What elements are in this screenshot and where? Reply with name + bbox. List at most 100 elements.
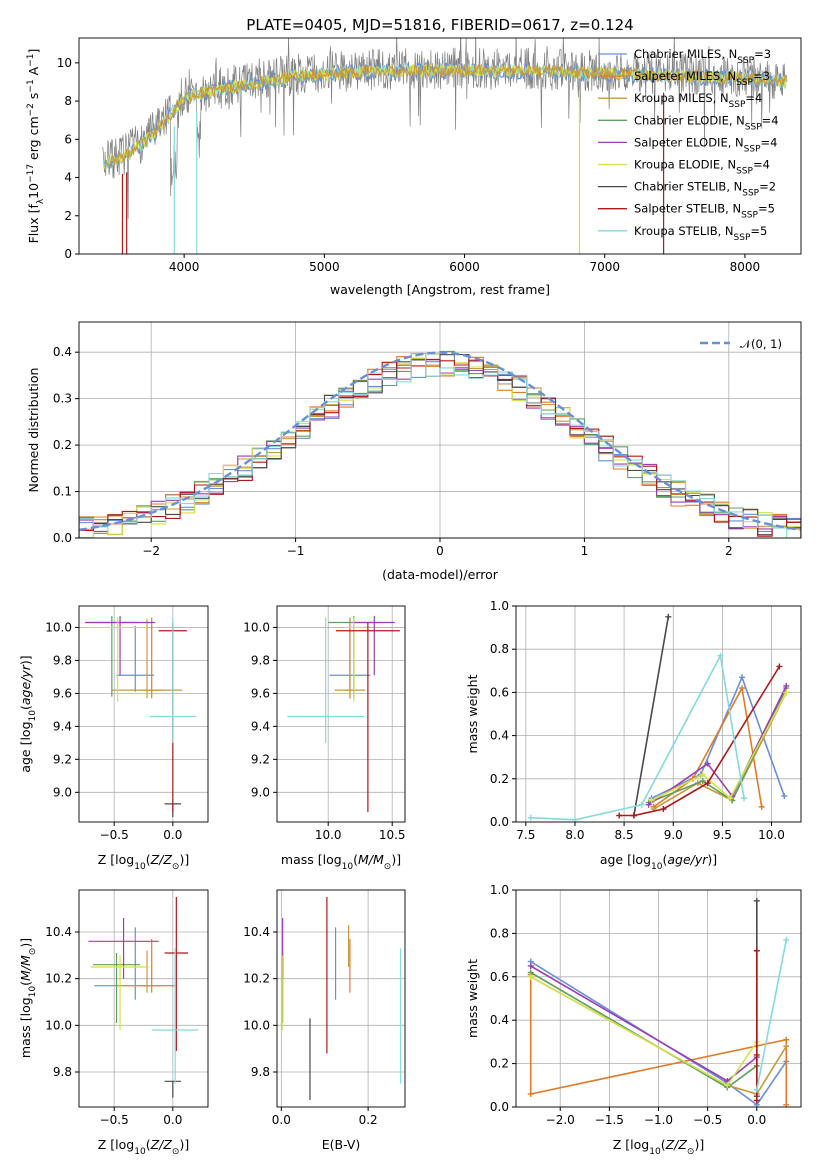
weight-point — [645, 801, 652, 808]
y-axis-label: mass weight — [465, 674, 480, 753]
weight-point — [739, 674, 746, 681]
x-tick-label: −2.0 — [546, 1113, 575, 1127]
axes-frame — [276, 889, 406, 1108]
y-tick-label: 10.4 — [45, 925, 72, 939]
errorbar-point — [116, 625, 155, 692]
weight-point — [753, 897, 760, 904]
x-tick-label: 0.0 — [272, 1113, 291, 1127]
x-tick-label: 4000 — [169, 260, 200, 274]
axes-frame — [78, 889, 209, 1108]
y-axis-label: age [log10(age/yr)] — [18, 655, 38, 772]
axes-ebv-mass: 0.0 0.2 9.8 10.0 10.2 10.4 — [243, 889, 406, 1127]
x-tick-label: 0.0 — [163, 1113, 182, 1127]
y-tick-label: 0.6 — [490, 685, 509, 699]
weight-point — [783, 689, 790, 696]
weight-point — [783, 1036, 790, 1043]
errorbar-point — [335, 622, 400, 813]
weight-point — [527, 962, 534, 969]
y-tick-label: 10.4 — [243, 925, 270, 939]
weight-line — [648, 685, 788, 806]
weight-point — [783, 1043, 790, 1050]
y-tick-label: 9.2 — [53, 752, 72, 766]
weight-line — [633, 616, 670, 816]
errorbar-point — [88, 617, 148, 702]
errorbar-point — [151, 948, 199, 1084]
y-tick-label: 10.0 — [45, 620, 72, 634]
x-tick-label: 8.5 — [615, 828, 634, 842]
y-tick-label: 0 — [64, 247, 72, 261]
y-tick-label: 9.0 — [251, 785, 270, 799]
y-tick-label: 0.3 — [53, 392, 72, 406]
y-tick-label: 0.0 — [490, 1100, 509, 1114]
errorbar-point — [84, 615, 156, 676]
weight-point — [724, 1082, 731, 1089]
legend: Chabrier MILES, NSSP=3 Salpeter MILES, NS… — [598, 47, 779, 243]
axes-frame — [515, 889, 802, 1108]
legend-label: Salpeter ELODIE, NSSP=4 — [634, 135, 777, 154]
y-tick-label: 10.2 — [45, 972, 72, 986]
x-tick-label: −0.5 — [100, 1113, 129, 1127]
axes-mass-age: 10.0 10.5 9.0 9.2 9.4 9.6 9.8 10.0 — [27, 605, 406, 842]
axes-z-mass: −0.5 0.0 9.8 10.0 10.2 10.4 — [45, 889, 209, 1127]
y-tick-label: 9.8 — [53, 1065, 72, 1079]
x-tick-label: 2 — [725, 544, 733, 558]
axes-frame — [78, 37, 802, 255]
x-tick-label: 10.0 — [758, 828, 785, 842]
plot-area-age-weight — [527, 613, 790, 822]
y-tick-label: 2 — [64, 209, 72, 223]
errorbar-point — [344, 617, 363, 702]
errorbar-point — [117, 950, 177, 993]
errorbar-point — [149, 617, 197, 743]
weight-point — [527, 1090, 534, 1097]
weight-point — [527, 973, 534, 980]
weight-line — [529, 974, 788, 1105]
plot-area-mass-age — [27, 615, 400, 817]
weight-line — [653, 692, 788, 810]
legend-label: Kroupa ELODIE, NSSP=4 — [634, 158, 770, 177]
y-tick-label: 9.4 — [53, 719, 72, 733]
x-tick-label: 9.5 — [713, 828, 732, 842]
errorbar-point — [287, 617, 365, 743]
x-tick-label: 9.0 — [664, 828, 683, 842]
y-tick-label: 0.2 — [490, 1057, 509, 1071]
weight-line — [651, 692, 788, 802]
x-tick-label: −1.0 — [644, 1113, 673, 1127]
weight-point — [783, 682, 790, 689]
y-tick-label: 0.8 — [490, 926, 509, 940]
x-tick-label: 0.2 — [359, 1113, 378, 1127]
errorbar-point — [164, 1080, 182, 1098]
axes-frame — [276, 605, 406, 823]
y-tick-label: 9.8 — [251, 1065, 270, 1079]
plot-area-z-mass — [88, 897, 199, 1098]
weight-point — [638, 801, 645, 808]
errorbar-point — [111, 619, 183, 699]
weight-point — [527, 814, 534, 821]
y-axis-label: mass [log10(M/M⊙)] — [18, 938, 38, 1058]
errorbar-point — [27, 804, 91, 817]
x-tick-label: 5000 — [309, 260, 340, 274]
residual-histogram — [79, 353, 801, 538]
weight-point — [660, 806, 667, 813]
y-tick-label: 6 — [64, 132, 72, 146]
weight-point — [616, 812, 623, 819]
weight-point — [717, 652, 724, 659]
axes-z-weight: −2.0 −1.5 −1.0 −0.5 0.0 0.0 0.2 0.4 0.6 0.8 1.0 — [490, 883, 802, 1127]
plot-area-residuals — [79, 350, 801, 538]
weight-point — [783, 936, 790, 943]
model-spectrum — [104, 62, 787, 170]
x-axis-label: (data-model)/error — [382, 567, 499, 582]
y-tick-label: 0.4 — [53, 345, 72, 359]
y-tick-label: 0.6 — [490, 970, 509, 984]
legend-label: Chabrier ELODIE, NSSP=4 — [634, 113, 779, 132]
weight-point — [727, 795, 734, 802]
x-tick-label: 6000 — [449, 260, 480, 274]
weight-point — [753, 1051, 760, 1058]
x-tick-label: 0.0 — [747, 1113, 766, 1127]
x-tick-label: −1.5 — [595, 1113, 624, 1127]
weight-point — [758, 803, 765, 810]
y-tick-label: 0.4 — [490, 729, 509, 743]
plot-area-spectrum — [102, 38, 788, 254]
errorbar-point — [94, 927, 177, 1000]
x-tick-label: 8000 — [730, 260, 761, 274]
axes-frame — [78, 321, 802, 539]
